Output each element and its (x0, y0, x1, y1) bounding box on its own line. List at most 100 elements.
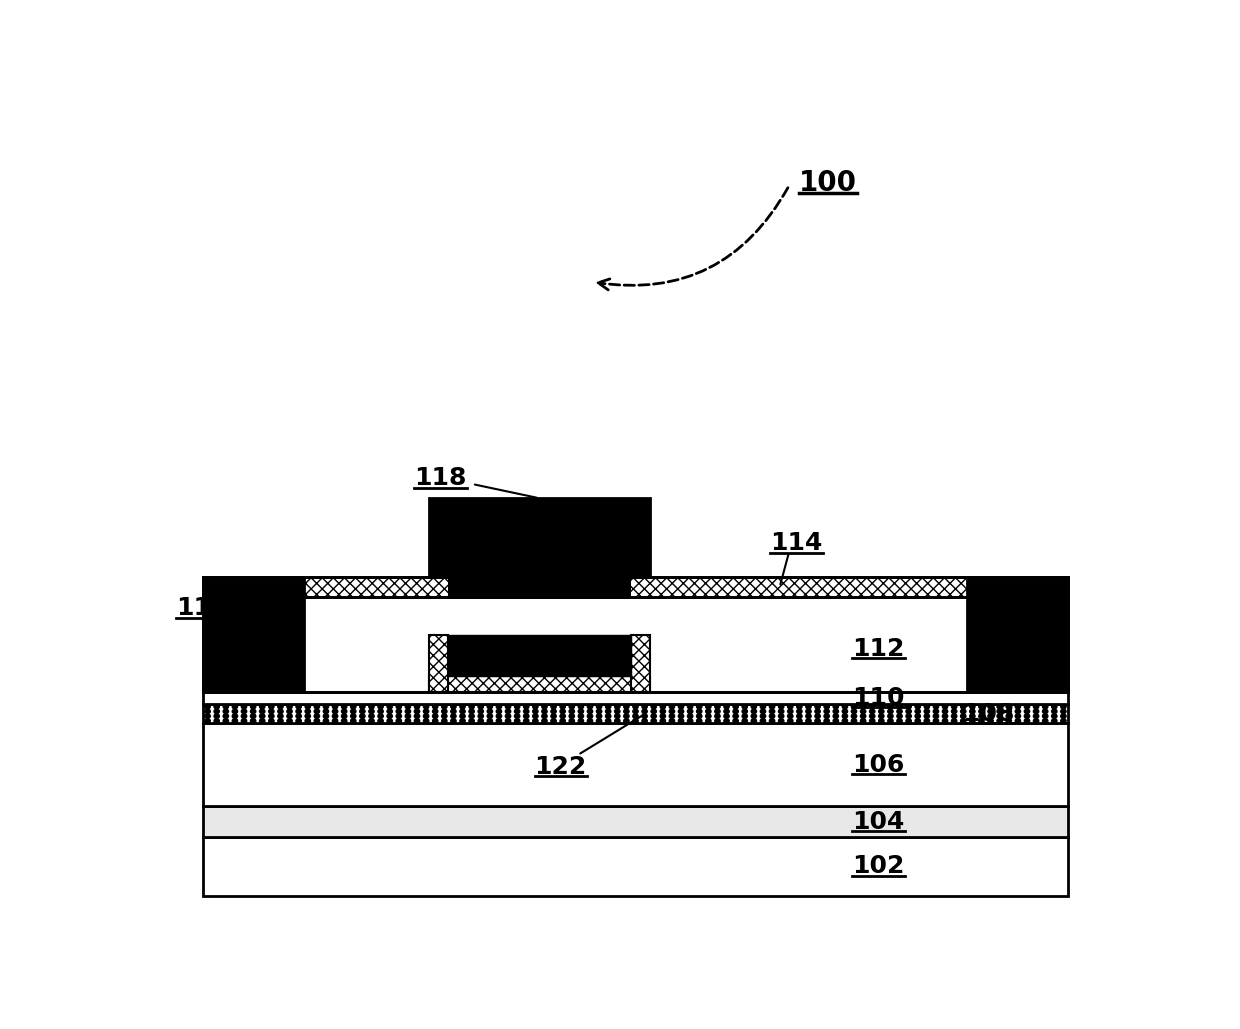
Circle shape (961, 709, 966, 713)
Circle shape (660, 705, 666, 709)
Circle shape (450, 718, 456, 723)
Bar (631, 635, 650, 691)
Circle shape (250, 718, 255, 723)
Circle shape (825, 714, 830, 718)
Circle shape (879, 714, 884, 718)
Circle shape (232, 705, 238, 709)
Circle shape (232, 709, 238, 713)
Circle shape (523, 718, 529, 723)
Circle shape (769, 714, 775, 718)
Circle shape (670, 705, 675, 709)
Text: 118: 118 (414, 466, 466, 491)
Circle shape (515, 714, 520, 718)
Circle shape (596, 718, 601, 723)
Circle shape (259, 709, 265, 713)
Circle shape (1006, 718, 1012, 723)
Circle shape (1043, 709, 1048, 713)
Circle shape (551, 709, 557, 713)
Circle shape (806, 714, 811, 718)
Circle shape (215, 718, 219, 723)
Circle shape (278, 705, 283, 709)
Bar (429, 635, 650, 691)
Circle shape (515, 718, 520, 723)
Circle shape (988, 714, 993, 718)
Circle shape (569, 718, 574, 723)
Circle shape (678, 718, 683, 723)
Circle shape (278, 709, 283, 713)
Circle shape (351, 705, 356, 709)
Circle shape (915, 705, 920, 709)
Circle shape (286, 718, 293, 723)
Circle shape (387, 705, 392, 709)
Circle shape (1006, 709, 1012, 713)
Bar (429, 635, 448, 691)
Circle shape (479, 718, 484, 723)
Circle shape (825, 705, 830, 709)
Circle shape (997, 709, 1002, 713)
Circle shape (523, 705, 529, 709)
Circle shape (869, 705, 875, 709)
Circle shape (833, 714, 838, 718)
Circle shape (951, 714, 957, 718)
Circle shape (414, 714, 419, 718)
Circle shape (815, 705, 821, 709)
Circle shape (469, 718, 475, 723)
Circle shape (924, 709, 930, 713)
Circle shape (296, 714, 301, 718)
Circle shape (697, 718, 702, 723)
Circle shape (542, 714, 547, 718)
Circle shape (423, 714, 429, 718)
Circle shape (506, 714, 511, 718)
Text: 120: 120 (1016, 597, 1068, 620)
Circle shape (441, 718, 446, 723)
Circle shape (852, 705, 857, 709)
Circle shape (1016, 705, 1021, 709)
Circle shape (433, 709, 438, 713)
Circle shape (441, 714, 446, 718)
Circle shape (660, 718, 666, 723)
Circle shape (560, 709, 565, 713)
Circle shape (852, 718, 857, 723)
Circle shape (642, 705, 647, 709)
Circle shape (433, 718, 438, 723)
Circle shape (1043, 705, 1048, 709)
Circle shape (450, 705, 456, 709)
Circle shape (588, 714, 593, 718)
Circle shape (869, 718, 875, 723)
Circle shape (259, 705, 265, 709)
Circle shape (897, 714, 903, 718)
Circle shape (533, 705, 538, 709)
Circle shape (242, 709, 247, 713)
Circle shape (596, 709, 601, 713)
Circle shape (441, 705, 446, 709)
Circle shape (232, 718, 238, 723)
Circle shape (906, 705, 911, 709)
Circle shape (651, 709, 656, 713)
Circle shape (479, 705, 484, 709)
Bar (304, 577, 967, 597)
Circle shape (341, 705, 347, 709)
Circle shape (250, 709, 255, 713)
Circle shape (223, 718, 228, 723)
Circle shape (305, 714, 310, 718)
Text: 112: 112 (852, 637, 904, 661)
Circle shape (988, 718, 993, 723)
Circle shape (496, 718, 502, 723)
Circle shape (787, 705, 792, 709)
Circle shape (351, 714, 356, 718)
Circle shape (269, 705, 274, 709)
Circle shape (496, 709, 502, 713)
Circle shape (942, 705, 947, 709)
Circle shape (651, 718, 656, 723)
Circle shape (978, 714, 985, 718)
Circle shape (506, 705, 511, 709)
Circle shape (551, 714, 557, 718)
Circle shape (879, 709, 884, 713)
Circle shape (861, 718, 866, 723)
Circle shape (942, 718, 947, 723)
Circle shape (496, 705, 502, 709)
Circle shape (533, 714, 538, 718)
Circle shape (787, 714, 792, 718)
Circle shape (714, 718, 720, 723)
Circle shape (842, 718, 848, 723)
